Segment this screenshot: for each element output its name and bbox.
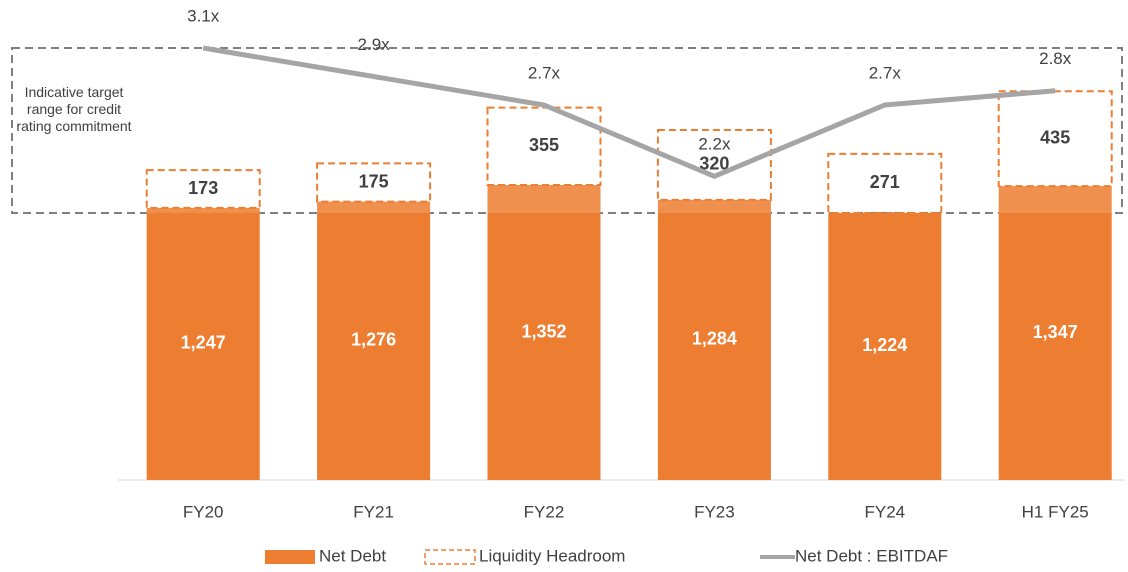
bar-overlay: [998, 186, 1112, 213]
ratio-label: 3.1x: [187, 6, 220, 25]
headroom-box: [316, 162, 432, 203]
bar-label: 1,276: [351, 330, 396, 350]
headroom-label: 173: [188, 178, 218, 198]
legend-label: Liquidity Headroom: [479, 546, 625, 565]
ratio-label: 2.9x: [358, 35, 391, 54]
bar-label: 1,347: [1033, 322, 1078, 342]
headroom-box: [656, 129, 772, 201]
headroom-box: [827, 152, 943, 214]
bar: [317, 201, 431, 480]
headroom-label: 175: [359, 171, 389, 191]
ratio-line: [202, 45, 1056, 179]
bar: [657, 199, 771, 480]
bar-label: 1,247: [181, 333, 226, 353]
ratio-label: 2.2x: [698, 135, 731, 154]
bar: [487, 185, 601, 480]
x-tick-label: FY22: [524, 502, 565, 521]
ratio-label: 2.7x: [528, 63, 561, 82]
ratio-label: 2.7x: [869, 63, 902, 82]
bar-overlay: [487, 185, 601, 213]
x-tick-label: FY20: [183, 502, 224, 521]
x-tick-label: FY23: [694, 502, 735, 521]
bar-overlay: [317, 201, 431, 213]
legend-label: Net Debt: [319, 546, 386, 565]
headroom-box: [145, 169, 261, 209]
headroom-label: 320: [699, 154, 729, 174]
annotation: Indicative target range for credit ratin…: [16, 84, 132, 134]
bar-label: 1,352: [521, 321, 566, 341]
bar-overlay: [146, 207, 260, 213]
annotation-box: Indicative target range for credit ratin…: [16, 84, 132, 134]
bar: [998, 186, 1112, 481]
headroom-label: 271: [870, 172, 900, 192]
legend-swatch: [265, 550, 315, 564]
ratio-label: 2.8x: [1039, 49, 1072, 68]
bar-overlay: [657, 199, 771, 213]
bar-label: 1,224: [862, 335, 907, 355]
headroom-label: 355: [529, 135, 559, 155]
x-tick-label: FY24: [864, 502, 905, 521]
legend-label: Net Debt : EBITDAF: [795, 546, 948, 565]
bar-label: 1,284: [692, 329, 737, 349]
legend-swatch: [424, 549, 476, 565]
bar: [828, 212, 942, 481]
headroom-label: 435: [1040, 127, 1070, 147]
x-tick-label: FY21: [353, 502, 394, 521]
bar: [146, 207, 260, 480]
x-tick-label: H1 FY25: [1022, 502, 1089, 521]
